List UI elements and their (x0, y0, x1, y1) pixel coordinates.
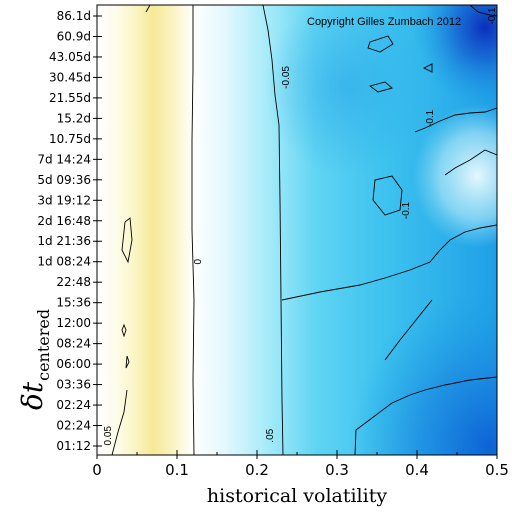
x-tick-label: 0.4 (405, 461, 429, 479)
x-tick-label: 0.1 (165, 461, 189, 479)
x-axis: 0 0.1 0.2 0.3 0.4 0.5 (92, 450, 509, 479)
y-tick-label: 21.55d (49, 91, 91, 105)
y-tick-label: 15.2d (57, 111, 91, 125)
x-tick-label: 0 (92, 461, 102, 479)
contour-label: -0.1 (425, 109, 436, 127)
contour-label-text: -0.1 (401, 201, 412, 219)
y-tick-label: 43.05d (49, 50, 91, 64)
x-axis-title: historical volatility (207, 485, 387, 507)
x-tick-label: 0.5 (485, 461, 509, 479)
copyright-text: Copyright Gilles Zumbach 2012 (307, 16, 461, 28)
y-tick-label: 3d 19:12 (37, 193, 91, 207)
y-tick-label: 2d 16:48 (37, 214, 91, 228)
x-tick-label: 0.3 (325, 461, 349, 479)
contour-label-text: -0.1 (425, 109, 436, 127)
contour-level-neg0.1-small3 (422, 63, 433, 73)
heatmap-field-overlay-bottom (97, 5, 497, 455)
contour-level-neg0.1-band (444, 149, 497, 176)
svg-text:δtcentered: δtcentered (16, 309, 53, 410)
contour-label: 0.05 (103, 426, 114, 446)
y-tick-label: 1d 21:36 (37, 234, 91, 248)
contour-level-neg0.1-lower (281, 224, 497, 301)
y-tick-label: 02:24 (56, 398, 91, 412)
contour-level-0.05-bottom (111, 389, 128, 455)
contour-labels: 0.05 0 -0.05 -0.1 -0.1 .05 -0.1 (103, 7, 498, 446)
y-axis: 86.1d 60.9d 43.05d 30.45d 21.55d 15.2d 10.75d 7… (37, 9, 102, 453)
y-tick-label: 30.45d (49, 70, 91, 84)
y-axis-title-main: δt (16, 381, 49, 410)
y-tick-label: 10.75d (49, 132, 91, 146)
y-axis-title: δtcentered (16, 309, 53, 410)
contour-level-0.05-left (145, 5, 151, 13)
contour-label-text: -0.05 (281, 66, 292, 89)
y-axis-title-sub: centered (34, 309, 53, 381)
y-tick-label: 08:24 (56, 337, 91, 351)
contour-level-0.05-loop2 (121, 323, 127, 338)
contour-label: -0.05 (281, 66, 292, 89)
contour-level-0.05-loop1 (121, 217, 133, 264)
contour-level-0 (191, 5, 195, 455)
y-tick-label: 7d 14:24 (37, 152, 91, 166)
y-tick-label: 60.9d (57, 29, 91, 43)
y-tick-label: 1d 08:24 (37, 255, 91, 269)
contour-level-neg0.1-loop (372, 175, 403, 216)
y-tick-label: 03:36 (56, 378, 91, 392)
contour-level-neg0.1-small1 (367, 35, 394, 53)
contour-label: .05 (265, 428, 276, 442)
x-tick-label: 0.2 (245, 461, 269, 479)
y-tick-label: 01:12 (56, 439, 91, 453)
contour-level-neg0.1-midright (384, 299, 433, 361)
y-tick-label: 22:48 (56, 275, 91, 289)
y-tick-label: 86.1d (57, 9, 91, 23)
contour-level-0.05-loop3 (125, 355, 130, 369)
y-tick-label: 15:36 (56, 296, 91, 310)
contour-level-top-right (469, 5, 497, 17)
contour-label: -0.1 (487, 7, 498, 25)
y-tick-label: 5d 09:36 (37, 173, 91, 187)
contour-level-neg0.1-small2 (368, 81, 393, 93)
plot-area: 0.05 0 -0.05 -0.1 -0.1 .05 -0.1 Copyright Gill… (96, 4, 498, 456)
y-tick-label: 12:00 (56, 316, 91, 330)
contour-label-text: 0 (193, 258, 204, 264)
contour-level-neg0.1-right (414, 107, 497, 133)
contour-label: -0.1 (401, 201, 412, 219)
contour-level-neg0.1-bottom (354, 376, 497, 455)
contour-lines (111, 5, 497, 455)
contour-label-text: 0.05 (103, 426, 114, 446)
contour-label: 0 (193, 258, 204, 264)
contour-label-text: .05 (265, 428, 276, 442)
contour-level-neg0.05 (262, 5, 284, 455)
contour-label-text: -0.1 (487, 7, 498, 25)
y-tick-label: 02:24 (56, 419, 91, 433)
y-tick-label: 06:00 (56, 357, 91, 371)
